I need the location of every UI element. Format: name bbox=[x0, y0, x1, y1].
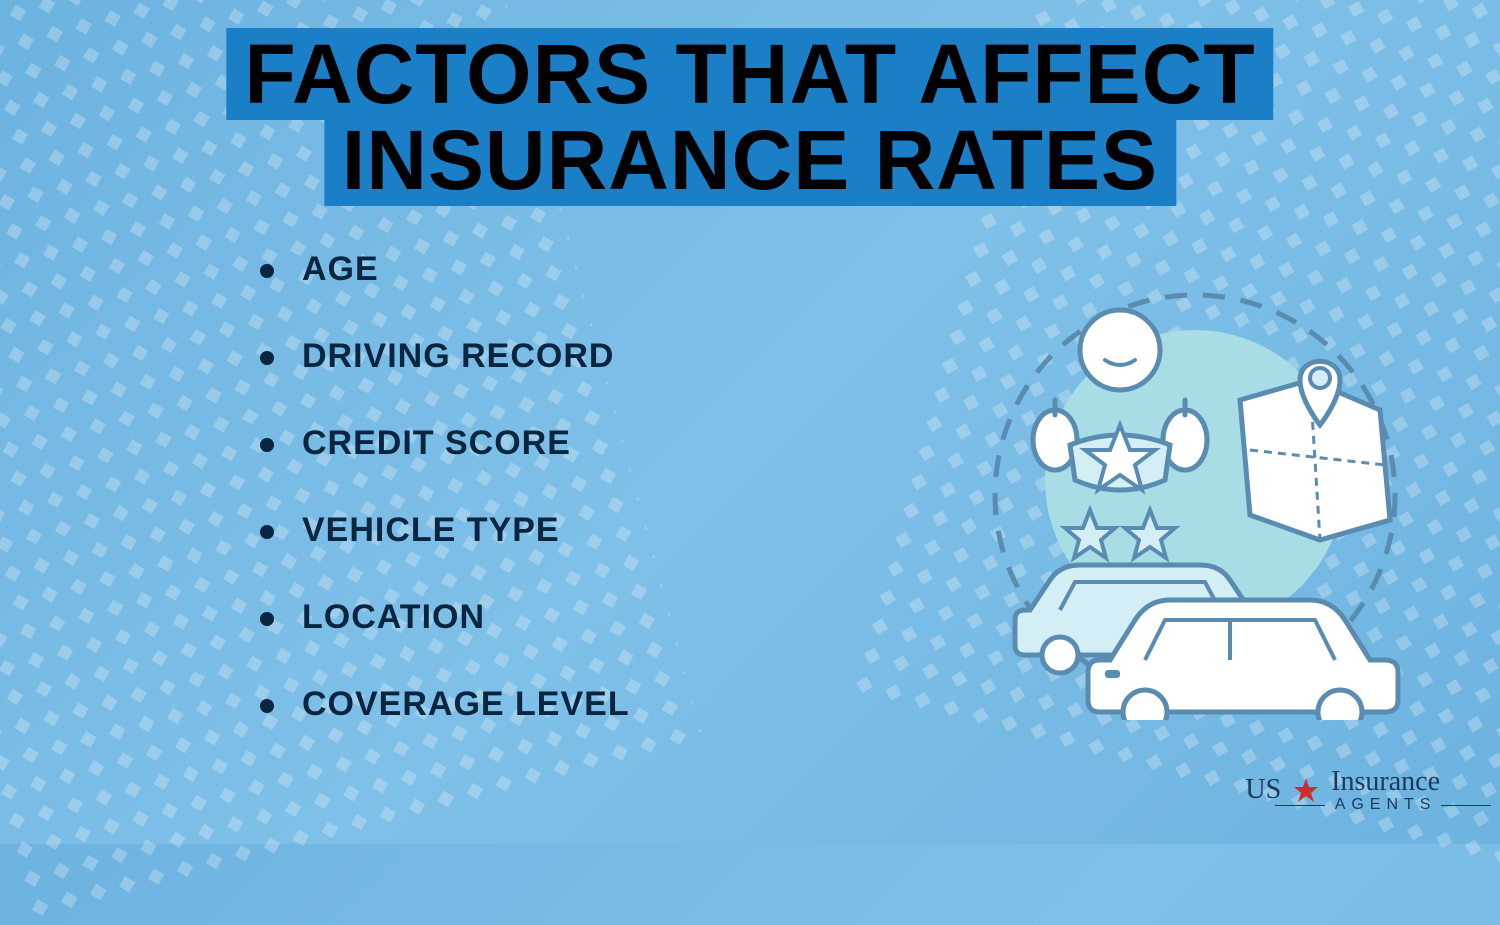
list-item: COVERAGE LEVEL bbox=[260, 685, 630, 724]
title-block: FACTORS THAT AFFECT INSURANCE RATES bbox=[226, 28, 1273, 206]
brand-logo: US Insurance AGENTS bbox=[1245, 766, 1440, 814]
title-line-2: INSURANCE RATES bbox=[342, 113, 1158, 207]
star-icon bbox=[1293, 777, 1319, 803]
list-item: LOCATION bbox=[260, 598, 630, 637]
list-item: DRIVING RECORD bbox=[260, 337, 630, 376]
insurance-illustration bbox=[970, 270, 1420, 720]
list-item: CREDIT SCORE bbox=[260, 424, 630, 463]
list-item: VEHICLE TYPE bbox=[260, 511, 630, 550]
logo-sub-text: AGENTS bbox=[1335, 796, 1437, 814]
logo-right-text: Insurance bbox=[1331, 766, 1440, 798]
factors-list: AGE DRIVING RECORD CREDIT SCORE VEHICLE … bbox=[260, 250, 630, 772]
logo-left-text: US bbox=[1245, 774, 1281, 806]
title-line-1: FACTORS THAT AFFECT bbox=[244, 27, 1255, 121]
list-item: AGE bbox=[260, 250, 630, 289]
